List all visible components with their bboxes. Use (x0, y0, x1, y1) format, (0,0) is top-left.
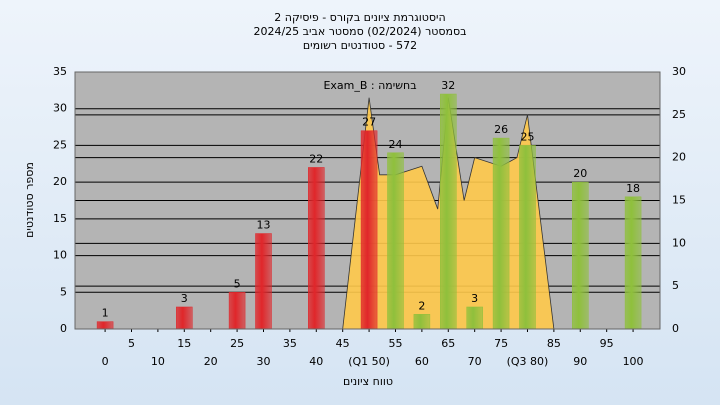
chart-subtitle: בסמסטר (02/2024) סמסטר אביב 2024/25 (253, 25, 466, 38)
bar (308, 167, 325, 330)
y2-tick-label: 30 (672, 65, 686, 78)
x-tick-label: 60 (415, 355, 429, 368)
x-tick-label: 85 (547, 337, 561, 350)
bar (360, 130, 378, 330)
value-label: 2 (418, 299, 425, 312)
annotation: בחשימה : Exam_B (323, 79, 416, 92)
y-tick-label: 30 (53, 102, 67, 115)
bar (572, 181, 589, 330)
chart-title: היסטוגרמת ציונים בקורס - פיסיקה 2 (274, 11, 445, 24)
x-tick-label: 30 (256, 355, 270, 368)
value-label: 25 (520, 130, 534, 143)
x-tick-label: 5 (128, 337, 135, 350)
y2-tick-label: 20 (672, 151, 686, 164)
chart-subtitle: 572 - סטודנטים רשומים (303, 39, 417, 52)
bar (387, 152, 404, 330)
bar (413, 314, 431, 330)
x-tick-label: 90 (573, 355, 587, 368)
bar (624, 196, 642, 330)
y-tick-label: 15 (53, 212, 67, 225)
value-label: 5 (234, 277, 241, 290)
y-tick-label: 5 (60, 285, 67, 298)
bar (440, 93, 457, 330)
x-tick-label: 95 (600, 337, 614, 350)
y-tick-label: 20 (53, 175, 67, 188)
y-tick-label: 10 (53, 249, 67, 262)
value-label: 26 (494, 123, 508, 136)
x-tick-label: 25 (230, 337, 244, 350)
y2-tick-label: 0 (672, 322, 679, 335)
value-label: 1 (102, 307, 109, 320)
x-tick-label: 15 (177, 337, 191, 350)
bar (492, 137, 510, 330)
value-label: 32 (441, 79, 455, 92)
value-label: 3 (471, 292, 478, 305)
y-axis-label: מספר סטודנטים (23, 162, 36, 238)
x-axis-label: טווח ציונים (343, 375, 393, 388)
x-tick-label: 0 (102, 355, 109, 368)
x-tick-label: (Q1 50) (348, 355, 390, 368)
value-label: 24 (388, 138, 402, 151)
bar (255, 233, 272, 330)
x-tick-label: 75 (494, 337, 508, 350)
bar (176, 306, 193, 330)
x-tick-label: (Q3 80) (507, 355, 549, 368)
bar (228, 292, 246, 330)
y2-tick-label: 10 (672, 236, 686, 249)
plot-frame (74, 71, 661, 330)
y2-tick-label: 15 (672, 194, 686, 207)
y-tick-label: 35 (53, 65, 67, 78)
x-tick-label: 10 (151, 355, 165, 368)
x-tick-label: 55 (388, 337, 402, 350)
y-tick-label: 25 (53, 138, 67, 151)
bar (466, 306, 483, 330)
value-label: 18 (626, 182, 640, 195)
x-tick-label: 35 (283, 337, 297, 350)
value-label: 27 (362, 116, 376, 129)
x-tick-label: 100 (623, 355, 644, 368)
value-label: 3 (181, 292, 188, 305)
x-tick-label: 70 (468, 355, 482, 368)
bar (96, 321, 114, 330)
y2-tick-label: 5 (672, 279, 679, 292)
bar (519, 145, 536, 330)
x-tick-label: 40 (309, 355, 323, 368)
x-tick-label: 45 (336, 337, 350, 350)
x-tick-label: 20 (204, 355, 218, 368)
x-tick-label: 65 (441, 337, 455, 350)
value-label: 22 (309, 152, 323, 165)
y2-tick-label: 25 (672, 108, 686, 121)
y-tick-label: 0 (60, 322, 67, 335)
value-label: 13 (256, 219, 270, 232)
value-label: 20 (573, 167, 587, 180)
